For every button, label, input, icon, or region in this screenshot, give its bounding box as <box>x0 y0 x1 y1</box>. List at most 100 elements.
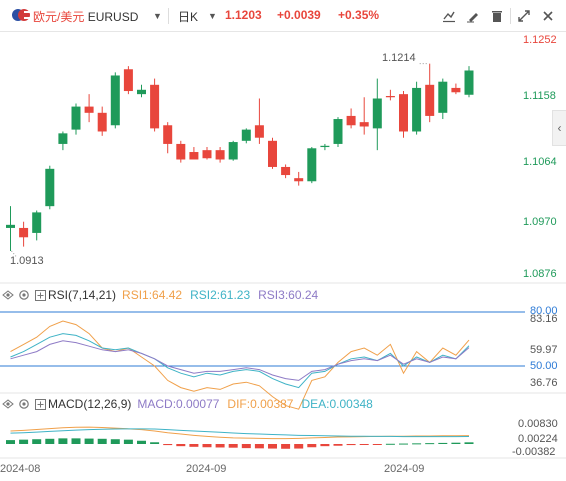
rsi2-line <box>10 333 470 389</box>
candle-body <box>6 224 15 228</box>
last-price: 1.1203 <box>225 8 262 22</box>
macd-histogram-bar <box>385 443 395 445</box>
rsi-axis-label: 36.76 <box>530 377 558 389</box>
macd-histogram-bar <box>228 444 238 448</box>
rsi3-value: RSI3:60.24 <box>258 288 319 302</box>
price-axis-label: 1.0970 <box>523 216 557 228</box>
macd-histogram-bar <box>464 442 474 444</box>
period-dropdown-icon[interactable]: ▼ <box>208 11 217 21</box>
candle-body <box>412 87 422 132</box>
macd-histogram-bar <box>438 442 448 444</box>
rsi-label: RSI(7,14,21) <box>48 288 117 302</box>
price-axis-label: 1.1064 <box>523 156 557 168</box>
symbol-selector[interactable]: 欧元/美元 EURUSD <box>33 8 138 25</box>
delete-drawing-icon <box>492 11 502 22</box>
candle-body <box>346 115 356 126</box>
macd-histogram-bar <box>254 444 264 449</box>
settings-icon[interactable] <box>16 287 32 303</box>
macd-histogram-bar <box>84 438 94 444</box>
price-axis-label: 1.1158 <box>523 90 556 102</box>
macd-histogram-bar <box>137 440 146 444</box>
toolbar: 欧元/美元 EURUSD ▼ 日K ▼ 1.1203 +0.0039 +0.35… <box>0 0 566 32</box>
close-button[interactable] <box>537 6 559 26</box>
candle-body <box>307 148 317 182</box>
fullscreen-icon <box>518 10 530 22</box>
high-price-label: 1.1214 <box>382 52 416 64</box>
candle-body <box>359 122 369 127</box>
macd-histogram-bar <box>45 438 55 444</box>
macd-histogram-bar <box>189 444 199 447</box>
toolbar-divider <box>168 8 169 24</box>
macd-axis-label: 0.00224 <box>518 433 558 445</box>
price-change-pct: +0.35% <box>338 8 380 22</box>
chart-canvas[interactable] <box>0 32 566 481</box>
macd-histogram-bar <box>19 439 29 444</box>
macd-histogram-bar <box>268 444 277 449</box>
candle-body <box>97 112 107 132</box>
candle-body <box>110 75 120 126</box>
x-axis-label: 2024-09 <box>186 463 227 475</box>
macd-axis-label: -0.00382 <box>512 446 556 458</box>
candle-body <box>71 106 81 130</box>
candle-body <box>333 119 343 144</box>
rsi3-line <box>10 340 470 381</box>
macd-histogram-bar <box>359 444 369 445</box>
candle-body <box>451 87 461 93</box>
settings-icon[interactable] <box>16 396 32 412</box>
toolbar-divider <box>510 8 511 24</box>
low-price-label: 1.0913 <box>10 255 44 267</box>
candle-body <box>399 94 408 132</box>
macd-axis-label: 0.00830 <box>518 418 558 430</box>
close-icon <box>543 11 553 21</box>
candle-body <box>45 168 55 207</box>
candle-body <box>281 166 291 176</box>
macd-histogram-bar <box>163 444 173 446</box>
candle-body <box>215 150 225 160</box>
period-selector[interactable]: 日K <box>178 10 199 24</box>
x-axis-label: 2024-08 <box>0 463 41 475</box>
expand-box-icon[interactable] <box>32 287 48 303</box>
macd-label: MACD(12,26,9) <box>48 397 132 411</box>
candle-body <box>268 140 277 167</box>
price-axis-label: 1.0876 <box>523 268 557 280</box>
macd-histogram-bar <box>6 440 15 444</box>
low-marker-line <box>11 250 17 258</box>
candle-body <box>228 142 238 160</box>
candle-body <box>254 125 264 138</box>
eye-icon[interactable] <box>0 396 16 412</box>
draw-icon <box>467 13 478 23</box>
candle-body <box>202 150 212 159</box>
candle-body <box>150 84 160 129</box>
expand-box-icon[interactable] <box>32 396 48 412</box>
x-axis-label: 2024-09 <box>384 463 425 475</box>
macd-histogram-bar <box>150 442 160 444</box>
symbol-dropdown-icon[interactable]: ▼ <box>153 11 162 21</box>
rsi-axis-label: 80.00 <box>530 305 558 317</box>
macd-histogram-bar <box>110 439 120 444</box>
eye-icon[interactable] <box>0 287 16 303</box>
eu-us-flag-icon <box>12 9 30 21</box>
macd-histogram-bar <box>176 444 186 447</box>
candle-body <box>438 81 448 113</box>
candle-body <box>137 89 146 95</box>
macd-histogram-bar <box>425 443 435 445</box>
rsi-axis-label: 59.97 <box>530 344 558 356</box>
candle-body <box>176 143 186 160</box>
rsi1-value: RSI1:64.42 <box>122 288 183 302</box>
price-axis-label: 1.1252 <box>523 34 557 46</box>
candle-body <box>320 145 330 148</box>
dif-value: DIF:0.00387 <box>227 397 294 411</box>
chart-tool-button[interactable] <box>438 6 460 26</box>
draw-button[interactable] <box>462 6 484 26</box>
chevron-left-icon: ‹ <box>557 121 562 135</box>
collapse-sidebar-button[interactable]: ‹ <box>552 110 566 146</box>
macd-histogram-bar <box>399 443 408 445</box>
delete-drawing-button[interactable] <box>486 6 508 26</box>
macd-value: MACD:0.00077 <box>137 397 220 411</box>
dea-value: DEA:0.00348 <box>301 397 373 411</box>
dea-line <box>10 428 470 438</box>
candle-body <box>372 98 382 129</box>
fullscreen-button[interactable] <box>513 6 535 26</box>
macd-histogram-bar <box>294 444 304 449</box>
rsi2-value: RSI2:61.23 <box>190 288 251 302</box>
